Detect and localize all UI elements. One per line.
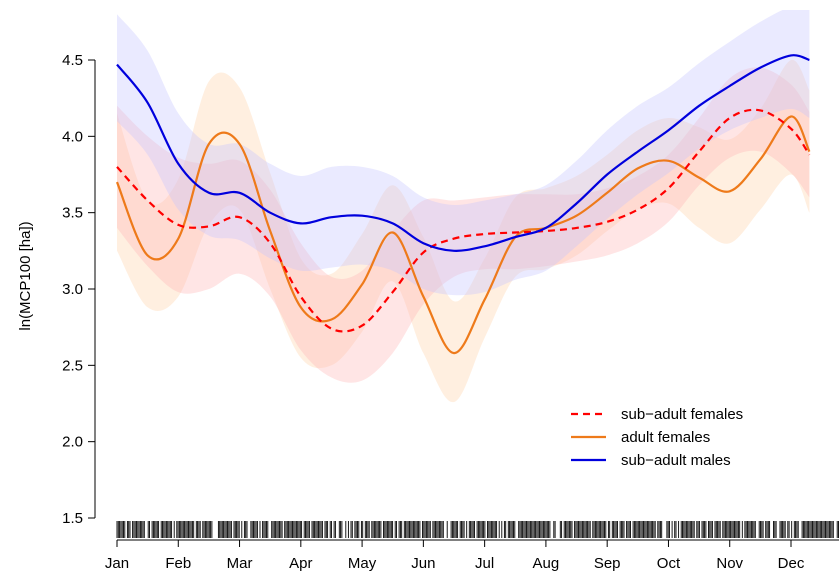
series-line (116, 54, 810, 252)
x-tick-label: Oct (657, 555, 681, 572)
y-tick-label: 2.5 (62, 357, 83, 374)
x-tick-label: Apr (289, 555, 312, 572)
x-tick-label: Aug (533, 555, 560, 572)
y-axis: 1.5 2.0 2.5 3.0 3.5 4.0 4.5 (62, 52, 96, 527)
x-tick-label: Jul (475, 555, 494, 572)
x-tick-label: Jun (411, 555, 435, 572)
x-tick-label: Dec (778, 555, 805, 572)
confidence-band (117, 10, 810, 296)
legend-label: sub−adult females (621, 406, 743, 423)
y-tick-label: 4.0 (62, 128, 83, 145)
series-lines (115, 54, 811, 355)
series-line (116, 108, 811, 333)
series-line (115, 115, 811, 355)
confidence-bands (117, 10, 810, 403)
rug-marks (116, 521, 839, 538)
y-tick-label: 3.0 (62, 281, 83, 298)
x-tick-label: Sep (594, 555, 621, 572)
y-tick-label: 1.5 (62, 510, 83, 527)
x-tick-label: Jan (105, 555, 129, 572)
confidence-band (117, 59, 810, 403)
x-tick-label: Feb (165, 555, 191, 572)
x-tick-label: Mar (227, 555, 253, 572)
y-axis-label: ln(MCP100 [ha]) (17, 221, 34, 330)
y-tick-label: 3.5 (62, 205, 83, 222)
legend-label: sub−adult males (621, 452, 731, 469)
legend-label: adult females (621, 429, 710, 446)
x-tick-label: May (348, 555, 377, 572)
x-tick-label: Nov (716, 555, 743, 572)
legend: sub−adult females adult females sub−adult … (571, 406, 743, 469)
x-axis: Jan Feb Mar Apr May Jun Jul Aug Sep Oct Nov Dec (105, 539, 839, 572)
y-tick-label: 2.0 (62, 434, 83, 451)
y-tick-label: 4.5 (62, 52, 83, 69)
confidence-band (117, 67, 810, 383)
